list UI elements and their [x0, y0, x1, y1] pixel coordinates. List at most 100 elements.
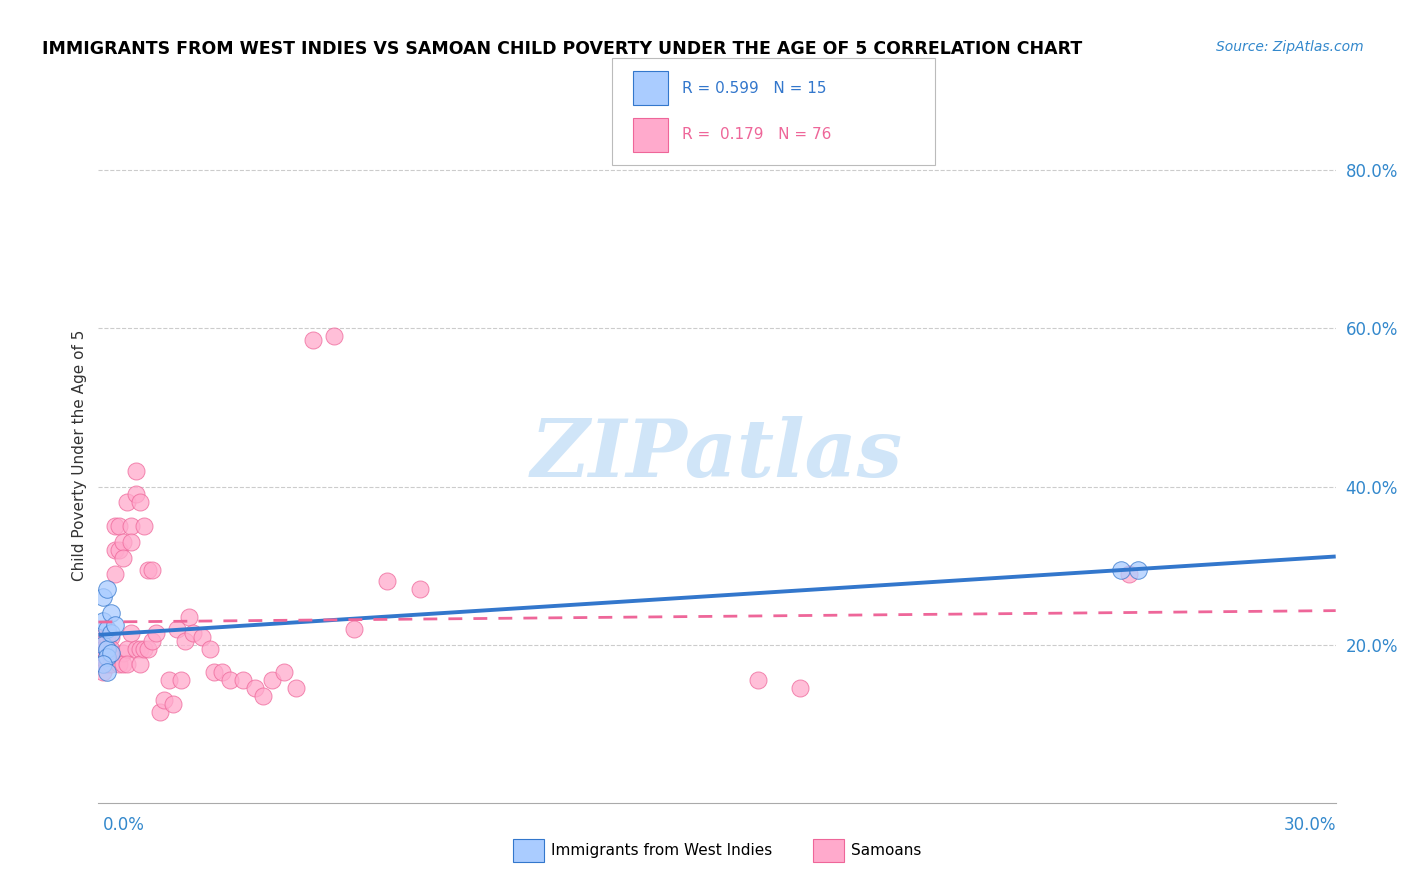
Point: [273, 665, 295, 680]
Text: 0.0%: 0.0%: [103, 816, 145, 834]
Point: [100, 646, 122, 660]
Point: [124, 464, 146, 478]
Point: [409, 582, 432, 597]
Point: [120, 625, 142, 640]
Point: [91, 657, 114, 672]
Point: [141, 633, 163, 648]
Point: [91, 665, 114, 680]
Point: [96, 649, 118, 664]
Point: [252, 689, 274, 703]
Point: [132, 519, 155, 533]
Text: R =  0.179   N = 76: R = 0.179 N = 76: [682, 128, 831, 142]
Point: [91, 657, 114, 672]
Point: [166, 622, 188, 636]
Point: [112, 657, 135, 672]
Point: [1126, 563, 1149, 577]
Point: [117, 641, 139, 656]
Point: [260, 673, 283, 688]
Point: [302, 333, 325, 347]
Point: [128, 495, 150, 509]
Point: [91, 614, 114, 628]
Point: [96, 641, 118, 656]
Point: [96, 665, 118, 680]
Point: [104, 519, 127, 533]
Point: [162, 697, 184, 711]
Point: [124, 641, 146, 656]
Point: [1118, 566, 1140, 581]
Point: [96, 641, 118, 656]
Point: [108, 519, 131, 533]
Point: [117, 657, 139, 672]
Point: [132, 641, 155, 656]
Point: [91, 641, 114, 656]
Point: [100, 606, 122, 620]
Point: [153, 693, 176, 707]
Point: [112, 550, 135, 565]
Text: R = 0.599   N = 15: R = 0.599 N = 15: [682, 81, 827, 95]
Point: [190, 630, 212, 644]
Point: [91, 649, 114, 664]
Point: [96, 630, 118, 644]
Point: [136, 641, 159, 656]
Point: [112, 534, 135, 549]
Point: [789, 681, 811, 695]
Point: [96, 657, 118, 672]
Point: [104, 566, 127, 581]
Point: [104, 618, 127, 632]
Point: [145, 625, 167, 640]
Point: [322, 329, 344, 343]
Point: [128, 641, 150, 656]
Point: [108, 657, 131, 672]
Point: [170, 673, 193, 688]
Point: [149, 705, 172, 719]
Point: [124, 487, 146, 501]
Point: [747, 673, 769, 688]
Point: [285, 681, 308, 695]
Point: [232, 673, 254, 688]
Point: [108, 542, 131, 557]
Point: [96, 649, 118, 664]
Point: [141, 563, 163, 577]
Y-axis label: Child Poverty Under the Age of 5: Child Poverty Under the Age of 5: [72, 329, 87, 581]
Point: [179, 610, 201, 624]
Text: 30.0%: 30.0%: [1284, 816, 1336, 834]
Text: Samoans: Samoans: [851, 843, 921, 857]
Point: [100, 625, 122, 640]
Point: [96, 633, 118, 648]
Point: [96, 641, 118, 656]
Text: Source: ZipAtlas.com: Source: ZipAtlas.com: [1216, 40, 1364, 54]
Point: [211, 665, 233, 680]
Point: [120, 519, 142, 533]
Point: [91, 591, 114, 605]
Point: [104, 542, 127, 557]
Point: [174, 633, 197, 648]
Point: [100, 646, 122, 660]
Point: [136, 563, 159, 577]
Point: [91, 646, 114, 660]
Point: [91, 638, 114, 652]
Point: [96, 582, 118, 597]
Point: [96, 649, 118, 664]
Text: ZIPatlas: ZIPatlas: [531, 417, 903, 493]
Point: [112, 646, 135, 660]
Point: [243, 681, 266, 695]
Text: Immigrants from West Indies: Immigrants from West Indies: [551, 843, 772, 857]
Point: [120, 534, 142, 549]
Point: [96, 622, 118, 636]
Point: [1109, 563, 1132, 577]
Point: [219, 673, 242, 688]
Text: IMMIGRANTS FROM WEST INDIES VS SAMOAN CHILD POVERTY UNDER THE AGE OF 5 CORRELATI: IMMIGRANTS FROM WEST INDIES VS SAMOAN CH…: [42, 40, 1083, 58]
Point: [343, 622, 366, 636]
Point: [91, 641, 114, 656]
Point: [198, 641, 221, 656]
Point: [202, 665, 225, 680]
Point: [100, 649, 122, 664]
Point: [128, 657, 150, 672]
Point: [100, 630, 122, 644]
Point: [157, 673, 180, 688]
Point: [100, 657, 122, 672]
Point: [117, 495, 139, 509]
Point: [100, 641, 122, 656]
Point: [181, 625, 204, 640]
Point: [375, 574, 398, 589]
